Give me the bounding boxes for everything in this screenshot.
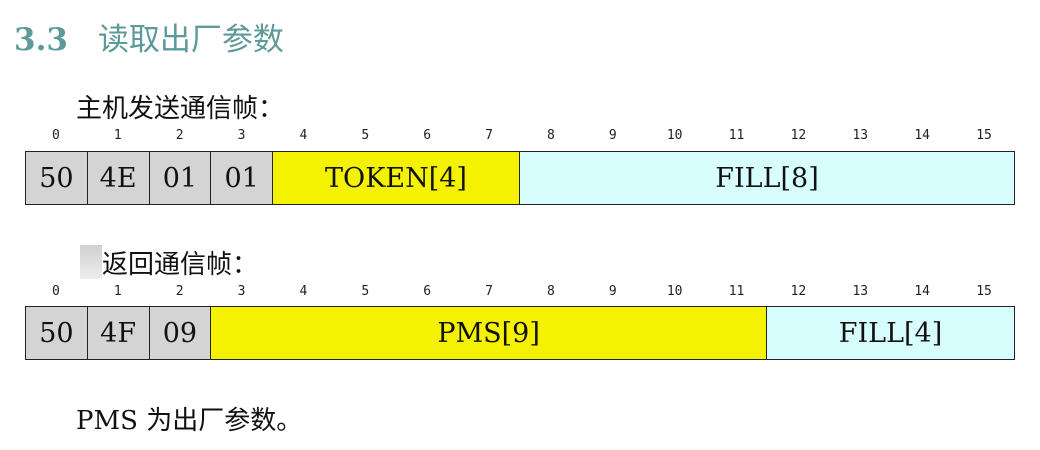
byte-index: 11: [706, 128, 768, 143]
return-frame-label: 返回通信帧：: [102, 250, 258, 280]
byte-index: 14: [891, 128, 953, 143]
section-title: 读取出厂参数: [98, 22, 284, 58]
byte-index: 9: [582, 284, 644, 299]
byte-index: 5: [334, 128, 396, 143]
byte-index: 7: [458, 128, 520, 143]
frame-cell: 01: [211, 152, 273, 204]
byte-index: 15: [953, 128, 1015, 143]
host-frame-label: 主机发送通信帧：: [76, 88, 284, 125]
section-heading: 3.3 读取出厂参数: [14, 14, 284, 59]
byte-index: 2: [149, 284, 211, 299]
frame-cell: FILL[4]: [767, 307, 1014, 359]
host-frame-byte-indices: 0 1 2 3 4 5 6 7 8 9 10 11 12 13 14 15: [25, 128, 1015, 144]
byte-index: 2: [149, 128, 211, 143]
byte-index: 15: [953, 284, 1015, 299]
frame-cell: 09: [150, 307, 212, 359]
frame-cell: PMS[9]: [211, 307, 767, 359]
byte-index: 13: [829, 284, 891, 299]
byte-index: 7: [458, 284, 520, 299]
frame-cell: 4F: [88, 307, 150, 359]
byte-index: 6: [396, 284, 458, 299]
byte-index: 5: [334, 284, 396, 299]
byte-index: 10: [644, 128, 706, 143]
byte-index: 11: [706, 284, 768, 299]
byte-index: 3: [211, 284, 273, 299]
byte-index: 12: [768, 128, 830, 143]
byte-index: 4: [273, 128, 335, 143]
byte-index: 13: [829, 128, 891, 143]
frame-cell: FILL[8]: [520, 152, 1014, 204]
return-frame-byte-indices: 0 1 2 3 4 5 6 7 8 9 10 11 12 13 14 15: [25, 284, 1015, 300]
byte-index: 14: [891, 284, 953, 299]
return-frame-label-line: 返回通信帧：: [80, 244, 258, 281]
byte-index: 4: [273, 284, 335, 299]
byte-index: 0: [25, 284, 87, 299]
frame-cell: 50: [26, 307, 88, 359]
return-frame-table: 50 4F 09 PMS[9] FILL[4]: [25, 306, 1015, 360]
frame-cell: 01: [150, 152, 212, 204]
byte-index: 10: [644, 284, 706, 299]
byte-index: 9: [582, 128, 644, 143]
note-text: PMS 为出厂参数。: [76, 400, 302, 437]
byte-index: 8: [520, 128, 582, 143]
byte-index: 0: [25, 128, 87, 143]
byte-index: 12: [768, 284, 830, 299]
byte-index: 3: [211, 128, 273, 143]
byte-index: 1: [87, 128, 149, 143]
byte-index: 1: [87, 284, 149, 299]
host-frame-table: 50 4E 01 01 TOKEN[4] FILL[8]: [25, 151, 1015, 205]
frame-cell: 4E: [88, 152, 150, 204]
redacted-mark: [80, 245, 102, 279]
section-number: 3.3: [14, 22, 68, 58]
byte-index: 6: [396, 128, 458, 143]
frame-cell: TOKEN[4]: [273, 152, 520, 204]
byte-index: 8: [520, 284, 582, 299]
frame-cell: 50: [26, 152, 88, 204]
